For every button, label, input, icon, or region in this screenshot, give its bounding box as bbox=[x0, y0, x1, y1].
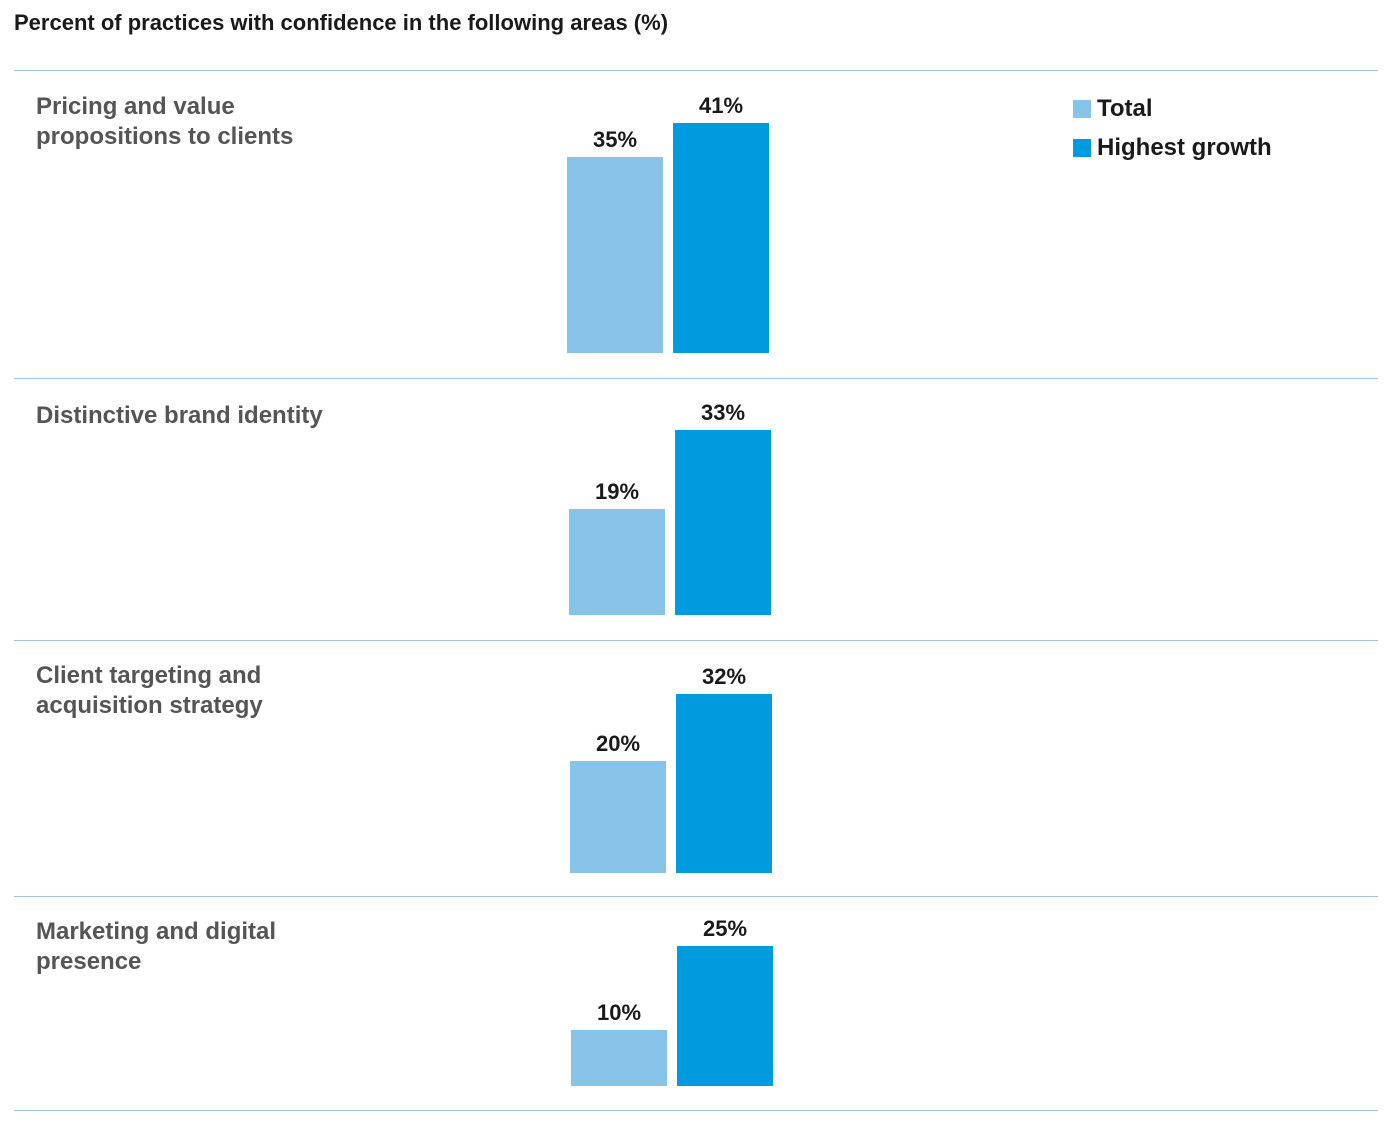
chart-title: Percent of practices with confidence in … bbox=[14, 10, 669, 35]
bar-total bbox=[567, 157, 663, 353]
bar-total bbox=[570, 761, 666, 873]
legend: Total Highest growth bbox=[1073, 94, 1272, 172]
row-divider bbox=[14, 896, 1378, 897]
legend-item-total: Total bbox=[1073, 94, 1272, 124]
row-divider bbox=[14, 378, 1378, 379]
data-label-total: 20% bbox=[595, 731, 641, 756]
data-label-highest-growth: 41% bbox=[698, 93, 744, 118]
category-label: Client targeting and acquisition strateg… bbox=[36, 662, 263, 719]
data-label-highest-growth: 33% bbox=[700, 400, 746, 425]
row-divider bbox=[14, 70, 1378, 71]
data-label-total: 35% bbox=[592, 127, 638, 152]
data-label-total: 10% bbox=[596, 1000, 642, 1025]
row-divider bbox=[14, 1110, 1378, 1111]
bar-total bbox=[569, 509, 665, 615]
row-divider bbox=[14, 640, 1378, 641]
bar-highest-growth bbox=[676, 694, 772, 873]
bar-total bbox=[571, 1030, 667, 1086]
legend-label-highest-growth: Highest growth bbox=[1097, 134, 1272, 161]
category-label: Distinctive brand identity bbox=[36, 402, 323, 429]
data-label-total: 19% bbox=[594, 479, 640, 504]
bar-highest-growth bbox=[675, 430, 771, 615]
category-label: Pricing and value propositions to client… bbox=[36, 93, 294, 150]
bar-highest-growth bbox=[673, 123, 769, 353]
category-label: Marketing and digital presence bbox=[36, 918, 277, 975]
data-label-highest-growth: 32% bbox=[701, 664, 747, 689]
legend-label-total: Total bbox=[1097, 95, 1153, 122]
legend-swatch-highest-growth bbox=[1073, 139, 1091, 157]
legend-swatch-total bbox=[1073, 100, 1091, 118]
bar-highest-growth bbox=[677, 946, 773, 1086]
legend-item-highest-growth: Highest growth bbox=[1073, 133, 1272, 163]
data-label-highest-growth: 25% bbox=[702, 916, 748, 941]
